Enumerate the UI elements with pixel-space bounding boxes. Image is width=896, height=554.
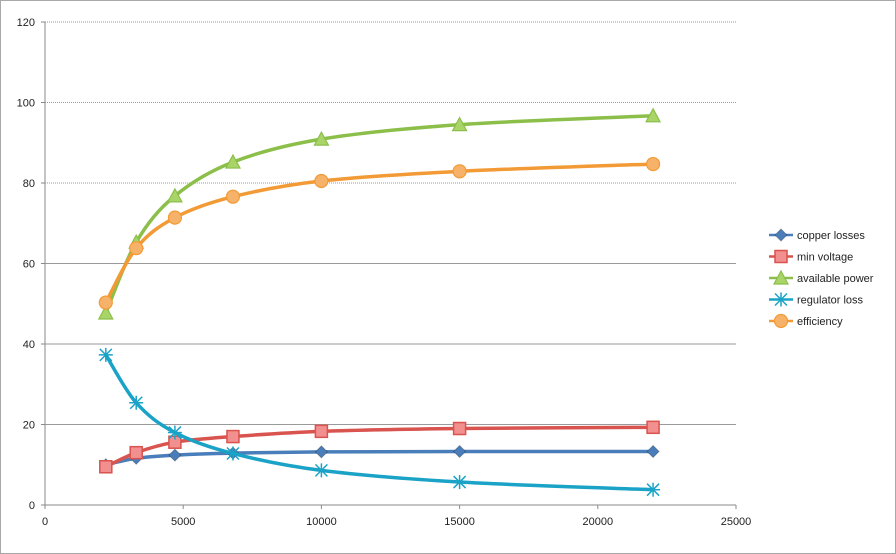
data-point-min-voltage	[99, 460, 113, 474]
data-point-copper-losses	[314, 445, 329, 459]
data-point-copper-losses	[646, 444, 660, 459]
data-point-regulator-loss	[646, 482, 661, 497]
y-tick-label: 120	[17, 17, 35, 29]
y-tick-label: 100	[17, 98, 35, 110]
data-point-efficiency	[98, 295, 113, 310]
legend-marker-copper-losses	[774, 228, 788, 242]
data-point-min-voltage	[452, 421, 467, 436]
x-tick-label: 10000	[306, 516, 337, 528]
data-point-regulator-loss	[98, 347, 113, 362]
series-regulator-loss	[98, 347, 661, 497]
legend: copper losses min voltage available power r…	[769, 228, 874, 329]
legend-label: regulator loss	[797, 295, 864, 307]
y-tick-label: 20	[23, 420, 35, 432]
data-point-available-power	[166, 187, 183, 203]
series-copper-losses	[99, 444, 660, 472]
legend-marker-available-power	[772, 269, 790, 285]
legend-marker-regulator-loss	[774, 292, 788, 307]
data-point-regulator-loss	[225, 446, 240, 461]
data-point-min-voltage	[226, 429, 240, 444]
series-line-regulator-loss	[104, 353, 655, 492]
legend-label: available power	[797, 273, 874, 285]
data-point-efficiency	[167, 210, 183, 225]
data-point-efficiency	[314, 173, 329, 189]
data-point-regulator-loss	[129, 395, 144, 410]
data-point-copper-losses	[168, 448, 182, 462]
data-point-regulator-loss	[452, 475, 467, 490]
data-point-min-voltage	[314, 424, 329, 439]
y-tick-label: 0	[29, 500, 35, 512]
x-tick-label: 15000	[444, 516, 475, 528]
data-point-efficiency	[452, 164, 467, 179]
data-point-min-voltage	[646, 420, 660, 435]
legend-label: min voltage	[797, 252, 853, 264]
data-point-copper-losses	[452, 444, 467, 459]
y-tick-label: 80	[23, 178, 35, 190]
y-tick-label: 60	[23, 259, 35, 271]
series-line-copper-losses	[104, 449, 655, 467]
data-point-regulator-loss	[314, 463, 329, 478]
data-point-available-power	[313, 130, 330, 146]
data-point-efficiency	[129, 241, 144, 256]
y-tick-label: 40	[23, 339, 35, 351]
x-tick-label: 0	[42, 516, 48, 528]
series-line-available-power	[104, 114, 655, 315]
data-point-min-voltage	[129, 445, 143, 460]
legend-marker-min-voltage	[774, 249, 788, 264]
data-point-efficiency	[225, 189, 241, 204]
data-point-available-power	[451, 116, 468, 132]
x-tick-label: 5000	[171, 516, 195, 528]
data-point-efficiency	[645, 156, 661, 172]
series-min-voltage	[99, 420, 660, 474]
x-tick-label: 25000	[721, 516, 752, 528]
legend-label: copper losses	[797, 230, 865, 242]
data-point-available-power	[97, 304, 114, 320]
legend-label: efficiency	[797, 316, 843, 328]
data-point-regulator-loss	[167, 425, 182, 440]
legend-marker-efficiency	[773, 313, 789, 329]
data-point-available-power	[224, 153, 241, 169]
x-tick-label: 20000	[583, 516, 614, 528]
series-line-min-voltage	[104, 425, 655, 469]
data-point-available-power	[645, 107, 662, 123]
series-efficiency	[98, 156, 661, 310]
series-available-power	[97, 107, 662, 320]
